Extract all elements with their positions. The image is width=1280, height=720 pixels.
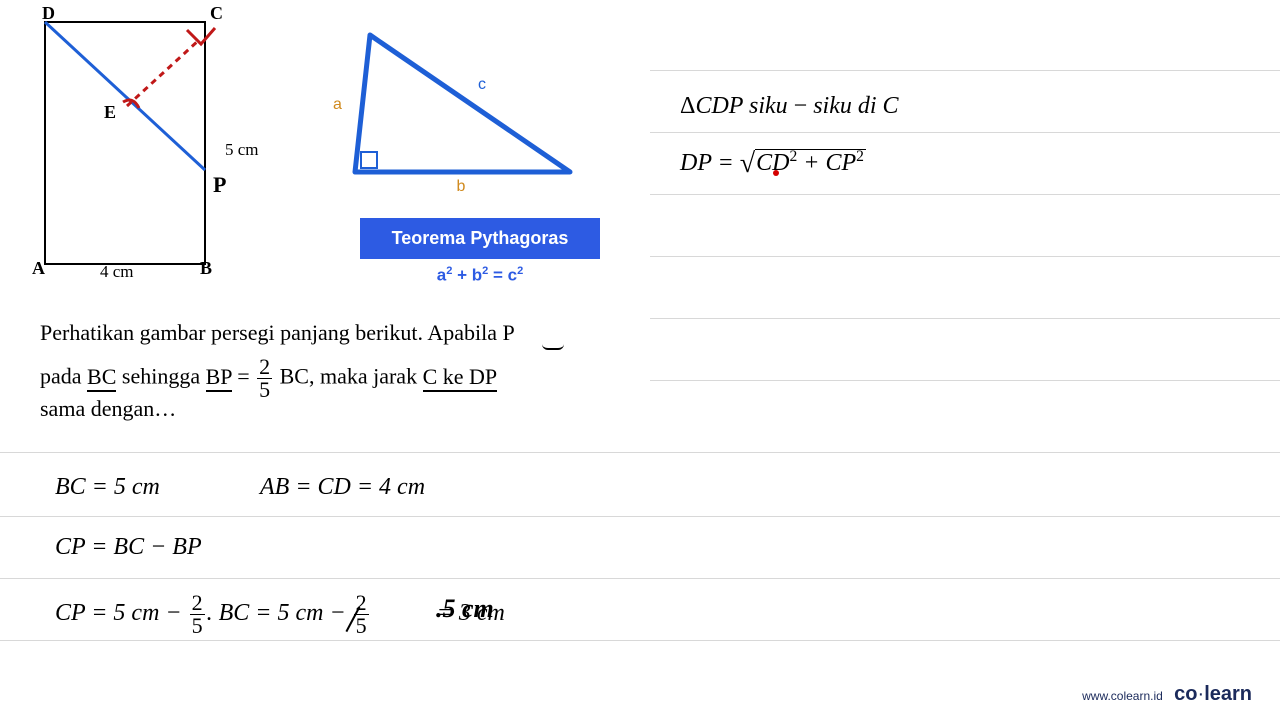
footer-brand: co·learn <box>1174 683 1252 705</box>
work-bc: BC = 5 cm <box>55 474 160 501</box>
underline-p <box>542 344 564 350</box>
tri-label-c: c <box>478 76 486 94</box>
problem-line-1: Perhatikan gambar persegi panjang beriku… <box>40 320 515 346</box>
rect-label-A: A <box>32 258 45 279</box>
pythagoras-header: Teorema Pythagoras <box>360 218 600 259</box>
pythagoras-formula: a2 + b2 = c2 <box>360 259 600 292</box>
rect-dim-ab: 4 cm <box>100 262 134 282</box>
note-triangle-right: ΔCDP siku − siku di C <box>680 93 899 120</box>
problem-line-3: sama dengan… <box>40 396 176 422</box>
problem-line-2: pada BC sehingga BP = 25 BC, maka jarak … <box>40 356 497 401</box>
right-triangle <box>0 0 640 210</box>
footer: www.colearn.id co·learn <box>1082 683 1252 706</box>
footer-site: www.colearn.id <box>1082 689 1163 703</box>
work-abcd: AB = CD = 4 cm <box>260 474 425 501</box>
tri-label-b: b <box>457 178 466 196</box>
work-cp1: CP = BC − BP <box>55 534 202 561</box>
pythagoras-box: Teorema Pythagoras a2 + b2 = c2 <box>360 218 600 292</box>
rect-label-B: B <box>200 258 212 279</box>
tri-label-a: a <box>333 96 342 114</box>
red-dot-annotation <box>773 170 779 176</box>
handwritten-5cm: .5 cm <box>436 594 494 624</box>
